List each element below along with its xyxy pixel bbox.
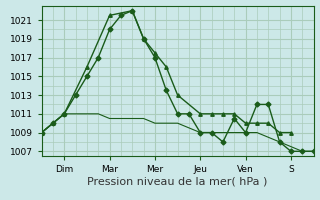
X-axis label: Pression niveau de la mer( hPa ): Pression niveau de la mer( hPa ) [87,177,268,187]
